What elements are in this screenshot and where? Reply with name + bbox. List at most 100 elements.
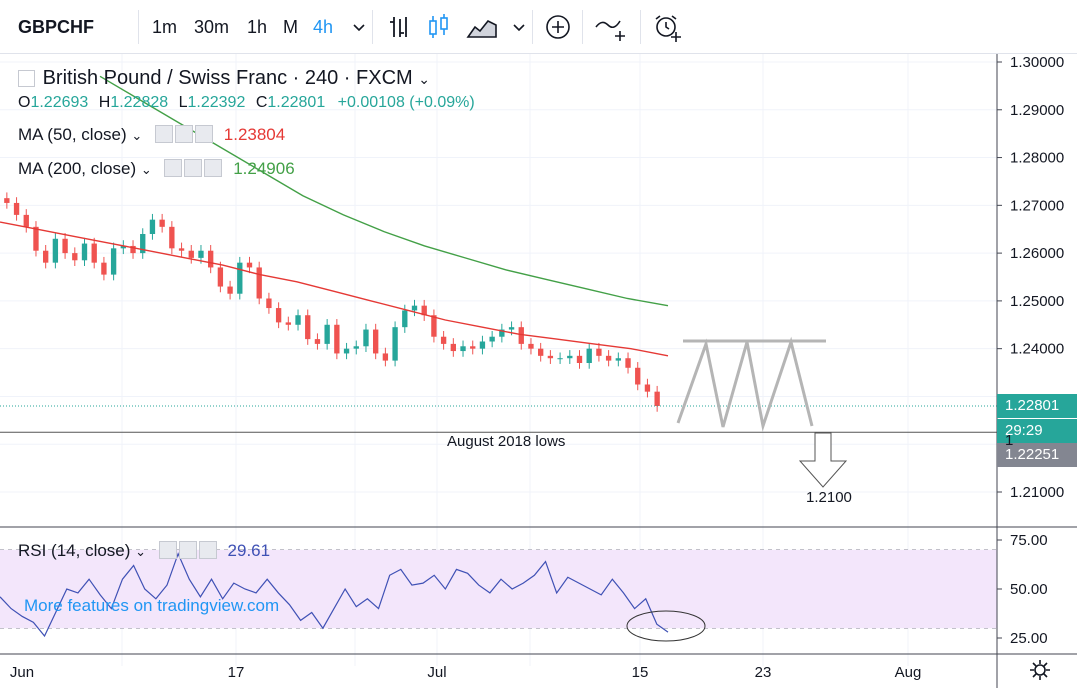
candles-icon[interactable] <box>426 13 452 41</box>
close-icon[interactable] <box>204 159 223 177</box>
candle-body <box>256 267 262 299</box>
candle-body <box>169 226 175 249</box>
candle-body <box>305 315 311 340</box>
candle-body <box>81 243 88 261</box>
last-price-label: 1.22801 <box>997 394 1077 418</box>
toolbar-divider <box>372 10 373 44</box>
candle-body <box>625 358 631 368</box>
candle-body <box>149 219 156 234</box>
time-tick-label: 17 <box>228 664 245 681</box>
low-value: 1.22392 <box>187 94 246 111</box>
price-tick-label: 1.28000 <box>1010 150 1064 167</box>
candle-body <box>635 367 641 385</box>
candle-body <box>33 226 39 251</box>
candle-body <box>596 348 602 356</box>
ma50-line <box>0 221 669 357</box>
price-tick-label: 1.24000 <box>1010 341 1064 358</box>
rsi-legend[interactable]: RSI (14, close) ⌄ 29.61 <box>18 541 270 561</box>
candle-body <box>538 348 544 356</box>
settings-icon[interactable] <box>175 125 194 143</box>
candle-body <box>450 343 456 352</box>
ma200-line <box>99 75 669 307</box>
candle-body <box>227 286 233 294</box>
price-tick-label: 1.25000 <box>1010 293 1064 310</box>
candle-body <box>13 202 20 215</box>
settings-icon[interactable] <box>178 541 197 559</box>
target-arrow <box>798 432 848 488</box>
eye-icon[interactable] <box>158 541 177 559</box>
candle-body <box>392 327 398 361</box>
candle-body <box>382 353 389 361</box>
ma50-label: MA (50, close) <box>18 125 127 144</box>
rsi-label: RSI (14, close) <box>18 541 131 560</box>
area-chart-icon[interactable] <box>466 13 498 41</box>
candle-body <box>489 336 495 342</box>
candle-body <box>567 355 573 359</box>
candle-body <box>334 324 340 354</box>
candle-body <box>275 308 282 323</box>
rsi-tick-label: 50.00 <box>1010 581 1048 598</box>
price-tick-label: 1.26000 <box>1010 245 1064 262</box>
ma200-value: 1.24906 <box>233 159 295 178</box>
chevron-down-icon[interactable]: ⌄ <box>135 544 147 559</box>
high-label: H <box>98 94 111 111</box>
rsi-value: 29.61 <box>227 541 271 560</box>
interval-1m[interactable]: 1m <box>152 17 178 37</box>
collapse-icon[interactable] <box>18 70 35 87</box>
triple-top-pattern <box>676 336 814 432</box>
candle-body <box>353 346 359 349</box>
settings-gear-icon[interactable] <box>1029 659 1051 681</box>
toolbar-divider <box>532 10 533 44</box>
interval-1h[interactable]: 1h <box>247 17 268 37</box>
close-icon[interactable] <box>198 541 217 559</box>
price-tick-label: 1.27000 <box>1010 197 1064 214</box>
alarm-icon[interactable] <box>652 13 682 43</box>
candle-body <box>4 198 10 203</box>
support-annotation: August 2018 lows <box>447 433 566 450</box>
chevron-down-icon[interactable]: ⌄ <box>140 162 152 177</box>
compare-icon[interactable] <box>594 13 630 41</box>
interval-30m[interactable]: 30m <box>194 17 230 37</box>
eye-icon[interactable] <box>155 125 174 143</box>
candle-body <box>460 346 466 352</box>
candle-body <box>499 329 505 337</box>
candle-body <box>159 219 165 227</box>
time-tick-label: 23 <box>755 664 772 681</box>
candle-body <box>246 262 253 268</box>
settings-icon[interactable] <box>184 159 203 177</box>
candle-body <box>363 329 369 347</box>
price-tick-label: 1.30000 <box>1010 54 1064 71</box>
high-value: 1.22828 <box>110 94 169 111</box>
chevron-down-icon[interactable]: ⌄ <box>418 71 430 87</box>
candle-body <box>295 315 301 325</box>
rsi-oversold-ellipse <box>626 610 706 642</box>
partial-tick-label: 1 <box>1005 432 1014 449</box>
candle-body <box>314 339 321 344</box>
candle-body <box>266 298 272 309</box>
indicator-lines <box>0 75 669 638</box>
ma50-value: 1.23804 <box>223 125 286 144</box>
candle-body <box>91 243 97 263</box>
ma200-legend[interactable]: MA (200, close) ⌄ 1.24906 <box>18 159 295 179</box>
interval-4h[interactable]: 4h <box>313 17 334 37</box>
chevron-down-icon[interactable] <box>512 13 526 41</box>
ma50-legend[interactable]: MA (50, close) ⌄ 1.23804 <box>18 125 285 145</box>
candle-body <box>72 253 78 261</box>
watermark-link[interactable]: More features on tradingview.com <box>24 596 280 615</box>
price-tick-label: 1.29000 <box>1010 102 1064 119</box>
chevron-down-icon[interactable] <box>352 13 366 41</box>
eye-icon[interactable] <box>164 159 183 177</box>
rsi-tick-label: 75.00 <box>1010 532 1048 549</box>
candle-body <box>479 341 486 349</box>
add-indicator-icon[interactable] <box>544 13 572 41</box>
candle-body <box>343 348 350 354</box>
target-annotation: 1.2100 <box>806 489 852 506</box>
symbol-search[interactable]: GBPCHF <box>18 17 94 37</box>
interval-m[interactable]: M <box>283 17 298 37</box>
chart-title[interactable]: British Pound / Swiss Franc · 240 · FXCM… <box>18 67 430 90</box>
chart-canvas[interactable]: 1.30000 1.29000 1.28000 1.27000 1.26000 1.250… <box>0 54 1077 688</box>
bar-chart-icon[interactable] <box>386 13 412 41</box>
close-icon[interactable] <box>195 125 214 143</box>
chevron-down-icon[interactable]: ⌄ <box>131 128 143 143</box>
low-label: L <box>178 94 188 111</box>
